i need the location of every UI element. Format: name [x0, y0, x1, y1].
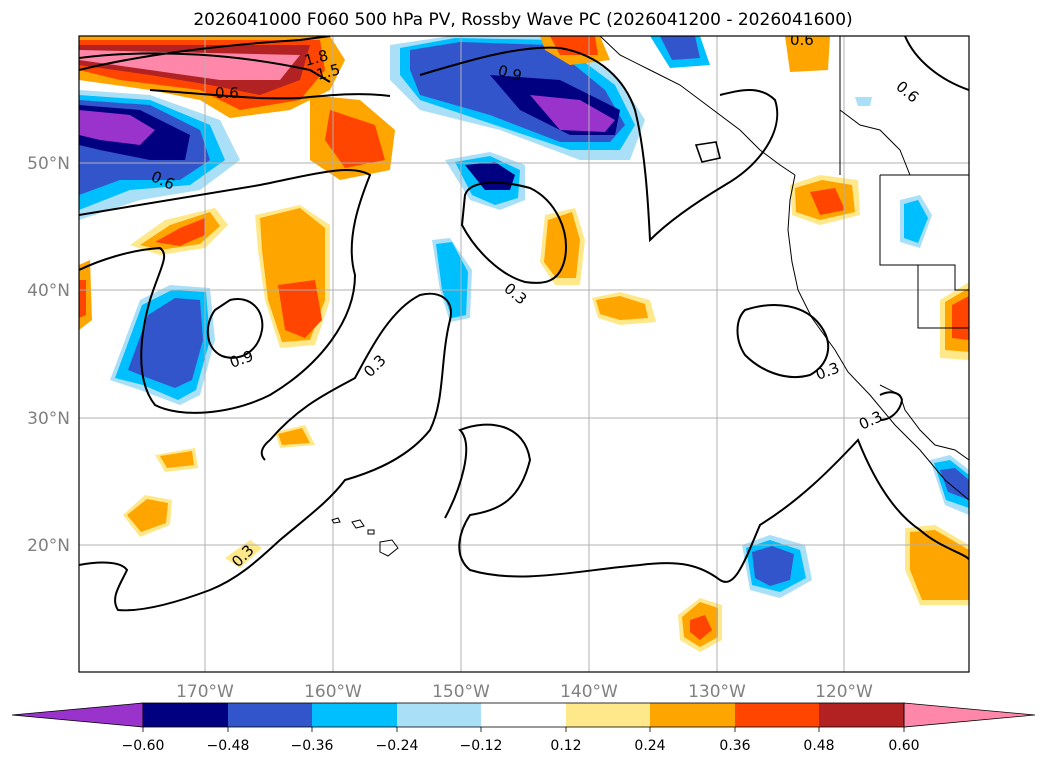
map-frame	[78, 35, 970, 673]
colorbar-tick-label: −0.36	[291, 738, 334, 754]
positive-anomaly-region	[544, 212, 580, 278]
graticule	[79, 36, 969, 672]
positive-anomaly-region	[278, 428, 310, 445]
positive-anomaly-region	[278, 280, 322, 338]
colorbar-segment	[312, 703, 397, 727]
colorbar-tick-label: 0.60	[888, 738, 919, 754]
longitude-labels: 170°W 160°W 150°W 140°W 130°W 120°W	[176, 682, 873, 702]
lon-tick-label: 140°W	[560, 682, 618, 702]
colorbar-segment	[650, 703, 735, 727]
lon-tick-label: 120°W	[815, 682, 873, 702]
positive-anomaly-region	[155, 218, 205, 246]
contour-label: 1.5	[314, 60, 342, 84]
lon-tick-label: 170°W	[176, 682, 234, 702]
positive-anomaly-region	[785, 36, 830, 72]
positive-anomaly-region	[325, 110, 385, 168]
hawaiian-islands	[331, 517, 399, 557]
positive-anomaly-region	[127, 499, 168, 532]
positive-anomaly-region	[160, 451, 194, 468]
positive-anomaly-region	[952, 296, 969, 340]
figure-title: 2026041000 F060 500 hPa PV, Rossby Wave …	[193, 10, 852, 30]
colorbar-tick-label: −0.48	[207, 738, 250, 754]
positive-anomaly-region	[550, 36, 598, 55]
positive-anomaly-region	[690, 615, 712, 640]
colorbar-tick-label: −0.12	[460, 738, 503, 754]
positive-anomaly-region	[810, 188, 845, 215]
negative-anomaly-region	[752, 546, 794, 586]
pv-anomaly-fills	[79, 36, 969, 652]
colorbar-segment	[819, 703, 904, 727]
colorbar-max-extend	[903, 702, 1036, 728]
contour-label: 0.9	[496, 61, 524, 85]
pv-contours	[79, 36, 969, 612]
positive-anomaly-region	[79, 280, 86, 318]
lat-tick-label: 30°N	[27, 409, 70, 429]
negative-anomaly-region	[855, 97, 872, 106]
colorbar-tick-label: 0.12	[550, 738, 581, 754]
colorbar-min-extend	[11, 702, 144, 728]
lat-tick-label: 20°N	[27, 536, 70, 556]
map-area: 1.8 1.5 0.6 0.6 0.9 0.6 0.6 0.3 0.9 0.3 …	[79, 31, 969, 672]
colorbar-segment	[228, 703, 312, 727]
lon-tick-label: 150°W	[432, 682, 490, 702]
coastlines	[599, 36, 969, 501]
colorbar-tick-label: 0.36	[719, 738, 750, 754]
lon-tick-label: 160°W	[304, 682, 362, 702]
contour-label: 1.8	[302, 46, 330, 70]
positive-anomaly-region	[596, 296, 648, 320]
colorbar-segment	[481, 703, 566, 727]
negative-anomaly-region	[940, 468, 969, 500]
colorbar-segment	[397, 703, 481, 727]
negative-anomaly-region	[436, 242, 468, 318]
negative-anomaly-region	[128, 298, 203, 388]
colorbar-segment	[566, 703, 650, 727]
positive-anomaly-region	[910, 530, 969, 600]
latitude-labels: 50°N 40°N 30°N 20°N	[27, 154, 70, 556]
negative-anomaly-region	[660, 36, 700, 60]
colorbar-segment	[143, 703, 228, 727]
colorbar: −0.60 −0.48 −0.36 −0.24 −0.12 0.12 0.24 …	[11, 702, 1036, 754]
negative-anomaly-region	[530, 95, 615, 132]
negative-anomaly-region	[904, 200, 928, 243]
lon-tick-label: 130°W	[688, 682, 746, 702]
colorbar-tick-label: −0.24	[376, 738, 419, 754]
lat-tick-label: 40°N	[27, 281, 70, 301]
colorbar-tick-label: 0.24	[634, 738, 665, 754]
positive-anomaly-region	[225, 540, 262, 568]
negative-anomaly-region	[79, 110, 155, 145]
colorbar-segment	[735, 703, 819, 727]
lat-tick-label: 50°N	[27, 154, 70, 174]
colorbar-frame	[142, 702, 905, 728]
contour-label: 0.6	[790, 31, 814, 49]
contour-label: 0.6	[215, 84, 239, 102]
colorbar-tick-label: 0.48	[803, 738, 834, 754]
colorbar-tick-label: −0.60	[122, 738, 165, 754]
